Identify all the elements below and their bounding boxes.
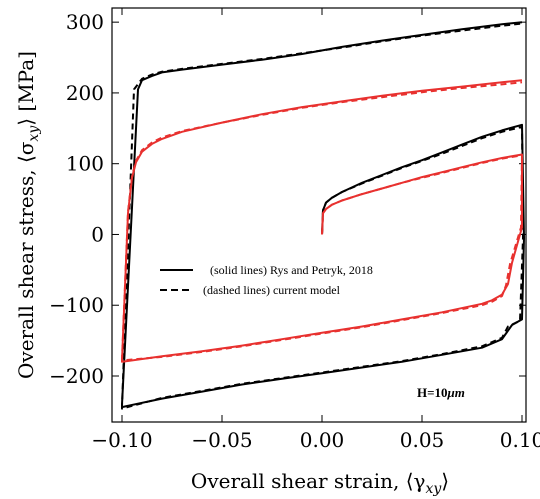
x-tick-label: −0.10: [91, 428, 152, 452]
series-red-solid: [121, 79, 523, 363]
plot-frame: [111, 7, 527, 423]
annotation-text: H=10: [417, 385, 448, 400]
series-layer: [121, 21, 525, 410]
series-red-dashed: [121, 81, 523, 362]
y-tick-label: −100: [49, 293, 104, 317]
y-axis: −200 −100 0 100 200 300: [49, 10, 526, 388]
size-annotation: H=10μm: [417, 385, 465, 400]
annotation-unit: μm: [447, 385, 465, 400]
x-tick-label: 0.10: [500, 428, 540, 452]
y-tick-label: 200: [66, 81, 104, 105]
y-tick-label: −200: [49, 364, 104, 388]
legend-label-dashed: (dashed lines) current model: [203, 283, 341, 297]
legend: (solid lines) Rys and Petryk, 2018 (dash…: [160, 263, 373, 297]
y-tick-label: 300: [66, 10, 104, 34]
x-tick-label: 0.00: [300, 428, 345, 452]
x-axis-title: Overall shear strain, ⟨γxy⟩: [191, 469, 449, 497]
y-axis-title: Overall shear stress, ⟨σxy⟩ [MPa]: [14, 51, 42, 379]
series-black-dashed: [121, 22, 524, 410]
x-tick-label: 0.05: [400, 428, 445, 452]
x-axis: −0.10 −0.05 0.00 0.05 0.10: [91, 8, 540, 452]
legend-label-solid: (solid lines) Rys and Petryk, 2018: [210, 263, 373, 277]
y-tick-label: 0: [91, 222, 104, 246]
x-tick-label: −0.05: [191, 428, 252, 452]
y-tick-label: 100: [66, 152, 104, 176]
